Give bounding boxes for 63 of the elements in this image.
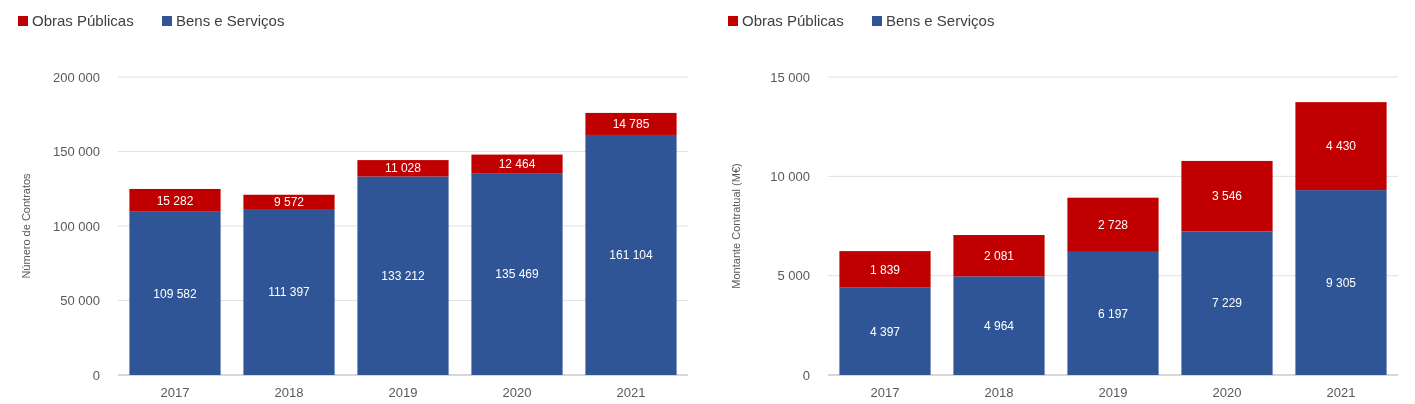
data-label: 133 212: [381, 268, 426, 283]
data-label: 1 839: [869, 262, 901, 277]
bar: [129, 211, 221, 375]
y-axis-title: Número de Contratos: [20, 172, 32, 279]
y-tick-label: 15 000: [770, 69, 810, 85]
x-tick-label: 2017: [870, 385, 900, 400]
data-label: 109 582: [153, 286, 198, 301]
y-tick-label: 0: [802, 367, 810, 383]
y-tick-label: 0: [92, 367, 100, 383]
y-axis-title: Montante Contratual (M€): [730, 163, 742, 289]
data-label: 15 282: [156, 193, 194, 208]
x-tick-label: 2020: [1212, 385, 1242, 400]
y-tick-label: 50 000: [60, 293, 100, 309]
data-label: 135 469: [495, 267, 540, 282]
bar: [243, 209, 335, 375]
legend-label: Obras Públicas: [742, 12, 844, 29]
legend-label: Bens e Serviços: [886, 12, 995, 29]
x-tick-label: 2021: [1326, 385, 1356, 400]
data-label: 9 572: [273, 195, 305, 210]
bar: [1181, 231, 1273, 375]
bar: [839, 251, 931, 288]
x-tick-label: 2020: [502, 385, 532, 400]
bar: [953, 235, 1045, 277]
x-tick-label: 2021: [616, 385, 646, 400]
legend-label: Bens e Serviços: [176, 12, 285, 29]
y-tick-label: 10 000: [770, 168, 810, 184]
x-tick-label: 2017: [160, 385, 190, 400]
data-label: 7 229: [1211, 296, 1243, 311]
y-tick-label: 100 000: [53, 218, 100, 234]
bar: [357, 176, 449, 375]
x-tick-label: 2018: [984, 385, 1014, 400]
bar: [471, 173, 563, 375]
y-tick-label: 200 000: [53, 69, 100, 85]
x-tick-label: 2018: [274, 385, 304, 400]
data-label: 6 197: [1097, 306, 1129, 321]
data-label: 4 430: [1325, 139, 1357, 154]
bar: [839, 287, 931, 375]
data-label: 2 728: [1097, 217, 1129, 232]
bar: [585, 134, 677, 375]
bar: [1067, 197, 1159, 252]
data-label: 3 546: [1211, 189, 1243, 204]
bar: [1181, 160, 1273, 232]
bar: [953, 276, 1045, 375]
y-tick-label: 5 000: [777, 268, 810, 284]
y-tick-label: 150 000: [53, 144, 100, 160]
bar: [585, 112, 677, 135]
x-tick-label: 2019: [388, 385, 418, 400]
data-label: 4 397: [869, 324, 901, 339]
legend-label: Obras Públicas: [32, 12, 134, 29]
data-label: 2 081: [983, 248, 1015, 263]
bar: [1067, 251, 1159, 375]
x-tick-label: 2019: [1098, 385, 1128, 400]
bar: [1295, 190, 1387, 375]
data-label: 14 785: [612, 117, 650, 132]
data-label: 111 397: [268, 285, 311, 300]
data-label: 12 464: [498, 157, 536, 172]
data-label: 161 104: [609, 248, 654, 263]
bar: [129, 188, 221, 212]
data-label: 9 305: [1325, 275, 1357, 290]
bar: [357, 160, 449, 177]
bar: [1295, 102, 1387, 191]
data-label: 11 028: [385, 161, 422, 176]
data-label: 4 964: [983, 318, 1015, 333]
